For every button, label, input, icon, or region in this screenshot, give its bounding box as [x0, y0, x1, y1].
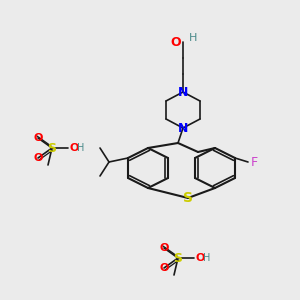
Text: S: S: [47, 142, 56, 154]
Text: O: O: [33, 133, 43, 143]
Text: O: O: [195, 253, 204, 263]
Text: H: H: [77, 143, 84, 153]
Text: O: O: [159, 243, 169, 253]
Text: O: O: [170, 35, 181, 49]
Text: S: S: [183, 191, 193, 205]
Text: F: F: [251, 155, 258, 169]
Text: H: H: [203, 253, 210, 263]
Text: N: N: [178, 85, 188, 98]
Text: H: H: [189, 33, 197, 43]
Text: N: N: [178, 122, 188, 134]
Text: O: O: [69, 143, 78, 153]
Text: S: S: [173, 251, 182, 265]
Text: O: O: [159, 263, 169, 273]
Text: O: O: [33, 153, 43, 163]
